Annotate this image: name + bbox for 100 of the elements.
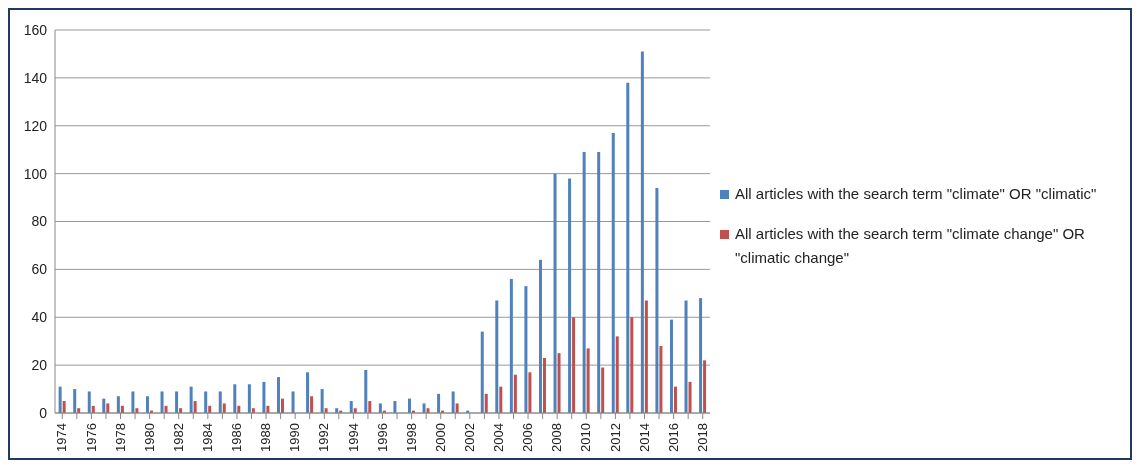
bar: [131, 391, 135, 413]
bar: [669, 319, 673, 413]
bar: [484, 393, 488, 413]
bar: [542, 357, 546, 413]
bar: [655, 187, 659, 413]
x-tick-label: 1990: [287, 423, 303, 452]
x-tick-label: 1980: [141, 423, 157, 452]
y-tick-label: 0: [39, 404, 48, 421]
x-tick-label: 1984: [200, 423, 216, 452]
bar: [455, 403, 459, 413]
bar: [233, 384, 237, 413]
bar: [499, 386, 503, 413]
y-tick-label: 80: [31, 213, 48, 230]
x-tick-label: 2002: [462, 423, 478, 452]
x-tick-label: 2014: [636, 423, 652, 452]
bar: [291, 391, 295, 413]
bar: [568, 178, 572, 413]
bar: [310, 396, 314, 413]
y-tick-label: 20: [31, 357, 48, 374]
bar: [407, 398, 411, 413]
bar: [553, 173, 557, 413]
bar: [193, 401, 197, 413]
bar: [276, 377, 280, 413]
bar: [513, 374, 517, 413]
bar: [644, 300, 648, 413]
x-tick-label: 1986: [229, 423, 245, 452]
y-tick-label: 100: [23, 165, 48, 182]
bar: [204, 391, 208, 413]
bar: [640, 51, 644, 413]
bar: [597, 152, 601, 413]
x-tick-label: 1978: [112, 423, 128, 452]
legend-label: All articles with the search term "climate change" OR "climatic change": [735, 224, 1086, 268]
bar: [437, 393, 441, 413]
x-tick-label: 2004: [491, 423, 507, 452]
bar: [145, 396, 149, 413]
y-tick-label: 160: [23, 21, 48, 38]
x-tick-label: 1994: [345, 423, 361, 452]
bar: [601, 367, 605, 413]
x-tick-label: 2018: [694, 423, 710, 452]
bar: [422, 403, 426, 413]
bar: [557, 353, 561, 413]
y-tick-label: 40: [31, 309, 48, 326]
bar: [699, 298, 703, 413]
x-tick-label: 2006: [520, 423, 536, 452]
bar: [320, 389, 324, 413]
x-tick-label: 1976: [83, 423, 99, 452]
bar: [509, 278, 513, 413]
x-tick-label: 2008: [549, 423, 565, 452]
bar: [586, 348, 590, 413]
x-tick-label: 2016: [665, 423, 681, 452]
bar: [451, 391, 455, 413]
x-tick-label: 1998: [403, 423, 419, 452]
bar: [102, 398, 106, 413]
bar: [116, 396, 120, 413]
y-tick-label: 120: [23, 117, 48, 134]
bar: [495, 300, 499, 413]
bar: [615, 336, 619, 413]
bar: [247, 384, 251, 413]
x-tick-label: 1988: [258, 423, 274, 452]
bar: [218, 391, 222, 413]
bar: [106, 403, 110, 413]
bar: [684, 300, 688, 413]
x-tick-label: 1974: [54, 423, 70, 452]
bar: [62, 401, 66, 413]
bar: [630, 317, 634, 413]
bar: [524, 286, 528, 413]
bar: [73, 389, 77, 413]
legend-label: All articles with the search term "climate" OR "climatic": [735, 184, 1097, 204]
x-tick-label: 1996: [374, 423, 390, 452]
bar: [378, 403, 382, 413]
bar: [222, 403, 226, 413]
bar: [393, 401, 397, 413]
bar: [306, 372, 310, 413]
y-tick-label: 60: [31, 261, 48, 278]
bar: [659, 345, 663, 413]
bar: [703, 360, 707, 413]
bar: [280, 398, 284, 413]
bar: [58, 386, 62, 413]
bar: [538, 259, 542, 413]
bar: [528, 372, 532, 413]
bar: [364, 369, 368, 413]
bar: [673, 386, 677, 413]
bar: [87, 391, 91, 413]
bar: [611, 132, 615, 413]
bar: [349, 401, 353, 413]
bar: [368, 401, 372, 413]
bar: [688, 381, 692, 413]
bar: [582, 152, 586, 413]
x-tick-label: 1982: [170, 423, 186, 452]
bar: [626, 82, 630, 413]
bar: [262, 381, 266, 413]
bar: [480, 331, 484, 413]
x-tick-label: 2012: [607, 423, 623, 452]
bar: [572, 317, 576, 413]
bar: [175, 391, 179, 413]
x-tick-label: 2010: [578, 423, 594, 452]
x-tick-label: 1992: [316, 423, 332, 452]
x-tick-label: 2000: [432, 423, 448, 452]
bar: [160, 391, 164, 413]
y-tick-label: 140: [23, 69, 48, 86]
